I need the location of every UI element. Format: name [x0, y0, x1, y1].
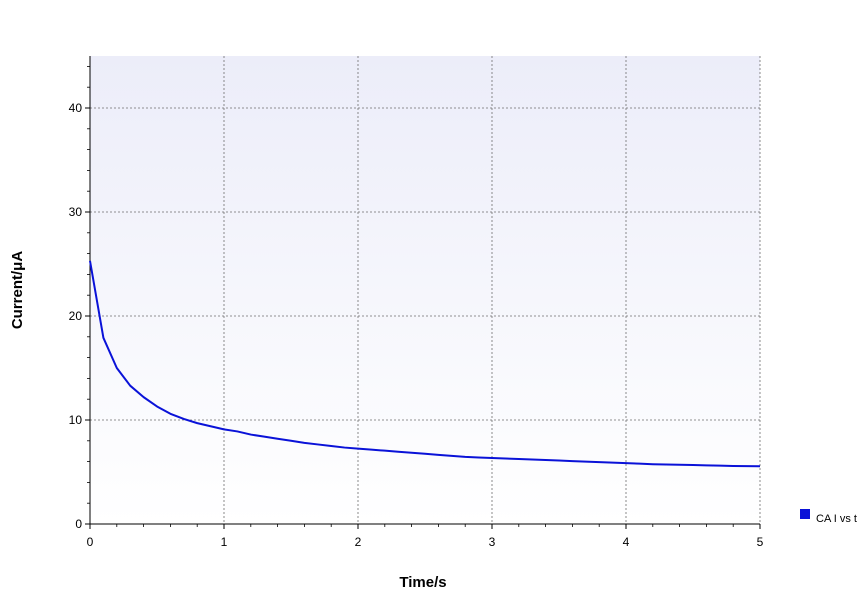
- legend-swatch: [800, 509, 810, 519]
- y-tick-label: 20: [69, 309, 83, 323]
- y-tick-label: 30: [69, 205, 83, 219]
- x-tick-label: 2: [355, 535, 362, 549]
- y-tick-label: 10: [69, 413, 83, 427]
- legend-label: CA I vs t: [816, 513, 857, 525]
- x-tick-label: 1: [221, 535, 228, 549]
- x-tick-label: 4: [623, 535, 630, 549]
- y-tick-label: 40: [69, 101, 83, 115]
- legend: CA I vs t: [800, 509, 857, 525]
- axes: 0 1 2 3 4 5 0 10 20 30 40: [69, 56, 764, 549]
- x-tick-label: 3: [489, 535, 496, 549]
- x-tick-label: 5: [757, 535, 764, 549]
- y-axis-title: Current/μA: [9, 251, 26, 330]
- y-tick-label: 0: [75, 517, 82, 531]
- series-layer: [89, 260, 761, 468]
- series-line: [89, 260, 761, 468]
- grid: [90, 56, 761, 524]
- x-axis-title: Time/s: [399, 574, 446, 591]
- x-tick-label: 0: [87, 535, 94, 549]
- plot-area: [90, 56, 760, 524]
